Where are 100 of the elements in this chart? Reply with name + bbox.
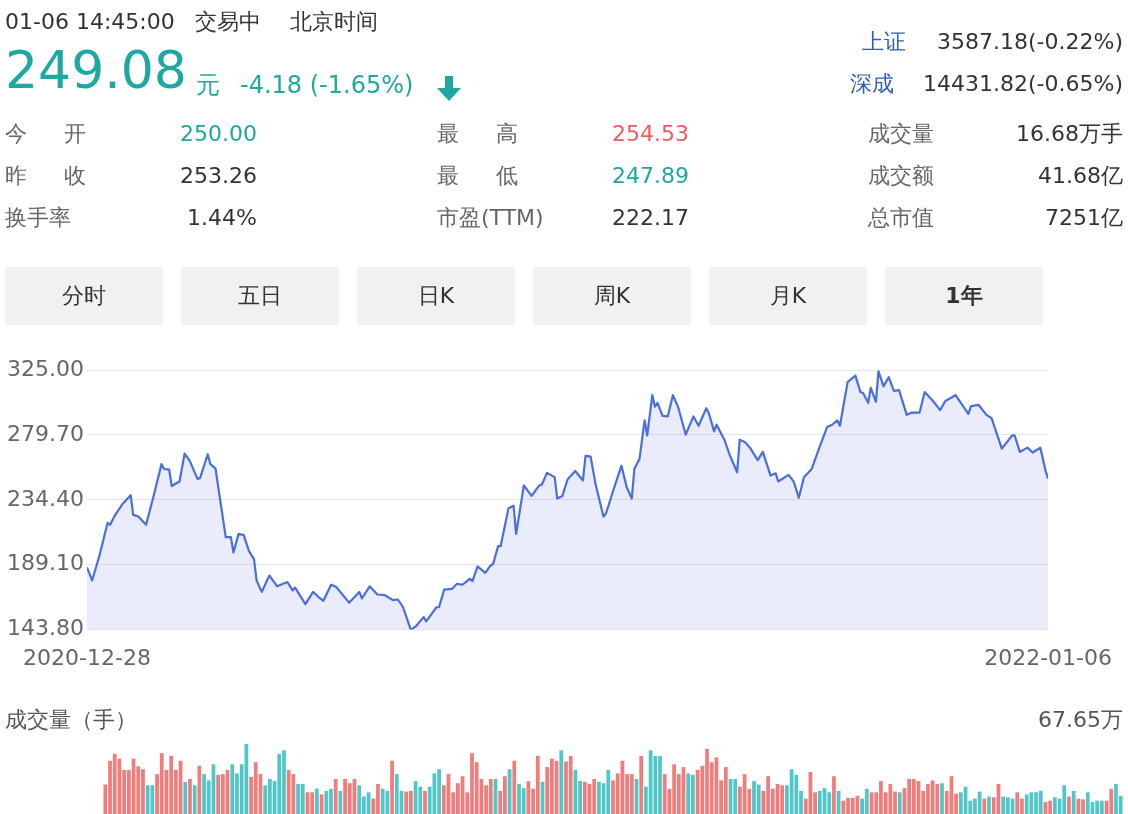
bar — [1048, 800, 1053, 814]
chart-title: 成交量（手） — [5, 707, 137, 733]
bar — [1024, 794, 1029, 814]
text: 上证 — [862, 29, 906, 55]
bar — [338, 790, 343, 814]
text: 254.53 — [612, 121, 689, 147]
text: 交易中 — [195, 9, 261, 35]
y-tick-label: 234.40 — [6, 485, 84, 511]
bar — [300, 783, 305, 814]
bar — [841, 800, 846, 814]
text: 日K — [357, 267, 515, 325]
bar — [911, 779, 916, 814]
bar — [977, 791, 982, 814]
bar — [357, 785, 362, 814]
bar — [1001, 796, 1006, 814]
text: 1年 — [885, 267, 1043, 325]
y-tick-label: 279.70 — [6, 420, 84, 446]
bar — [897, 792, 902, 814]
bar — [907, 779, 912, 814]
text: 分时 — [5, 267, 163, 325]
bar — [267, 779, 272, 814]
bar — [188, 779, 192, 814]
bar — [380, 788, 385, 814]
y-tick-label: 189.10 — [6, 550, 84, 576]
bar — [314, 788, 319, 814]
text: 222.17 — [612, 205, 689, 231]
bar — [1052, 797, 1057, 814]
bar — [756, 784, 761, 814]
x-tick-label: 2022-01-06 — [984, 644, 1112, 670]
text: 周K — [533, 267, 691, 325]
bar — [850, 797, 855, 814]
bar — [1109, 788, 1114, 814]
bar — [733, 779, 738, 814]
bar — [592, 779, 597, 814]
bar — [780, 785, 785, 814]
bar — [423, 790, 427, 814]
bar — [559, 750, 564, 814]
bar — [197, 765, 202, 814]
bar — [1095, 800, 1100, 814]
y-tick-label: 143.80 — [6, 615, 84, 641]
text: 换手率 — [5, 205, 71, 231]
bar — [390, 760, 394, 814]
bar — [1076, 798, 1081, 814]
bar — [930, 780, 935, 814]
bar — [230, 764, 235, 814]
bar — [832, 776, 836, 814]
bar — [597, 781, 601, 814]
bar — [385, 790, 390, 814]
bar — [606, 769, 611, 814]
text: 市盈(TTM) — [437, 205, 544, 231]
bar — [145, 785, 150, 814]
bar — [159, 753, 164, 814]
text: 247.89 — [612, 163, 689, 189]
bar — [112, 753, 117, 814]
y-tick-label: 325.00 — [6, 355, 84, 381]
text: 昨 收 — [5, 163, 86, 189]
text: 7251亿 — [1045, 205, 1123, 231]
text: 253.26 — [180, 163, 257, 189]
bar — [568, 755, 573, 814]
text: 成交量 — [868, 121, 934, 147]
bar — [1062, 785, 1067, 814]
bar — [1071, 790, 1076, 814]
text: 1.44% — [187, 205, 257, 231]
text: 14431.82(-0.65%) — [923, 71, 1123, 97]
bar — [817, 790, 822, 814]
bar — [404, 791, 409, 814]
bar — [253, 762, 258, 814]
bar — [535, 755, 540, 814]
text: 北京时间 — [290, 9, 378, 35]
bar — [836, 790, 841, 814]
text: 深成 — [850, 71, 894, 97]
bar — [310, 792, 315, 814]
bar — [512, 760, 517, 814]
text: 今 开 — [5, 121, 86, 147]
text: 月K — [709, 267, 867, 325]
text: 最 高 — [437, 121, 518, 147]
text: -4.18 (-1.65%) — [240, 71, 414, 99]
bar — [686, 773, 691, 814]
bar — [333, 779, 338, 814]
bar — [864, 788, 869, 814]
text: 01-06 14:45:00 — [5, 9, 175, 35]
bar — [662, 774, 667, 814]
bar — [1099, 800, 1104, 814]
bar — [488, 779, 493, 814]
bar — [521, 788, 526, 814]
bar — [347, 783, 352, 814]
bar — [324, 790, 329, 814]
bar — [987, 796, 991, 814]
bar — [291, 774, 296, 814]
bar — [183, 781, 188, 814]
bar — [216, 774, 221, 814]
bar — [582, 781, 587, 814]
bar — [1085, 792, 1090, 814]
text: 41.68亿 — [1038, 163, 1123, 189]
text: 250.00 — [180, 121, 257, 147]
text: 最 低 — [437, 163, 518, 189]
bar — [629, 774, 634, 814]
text: 249.08 — [5, 40, 187, 100]
bar — [940, 783, 944, 814]
bar — [827, 792, 832, 814]
